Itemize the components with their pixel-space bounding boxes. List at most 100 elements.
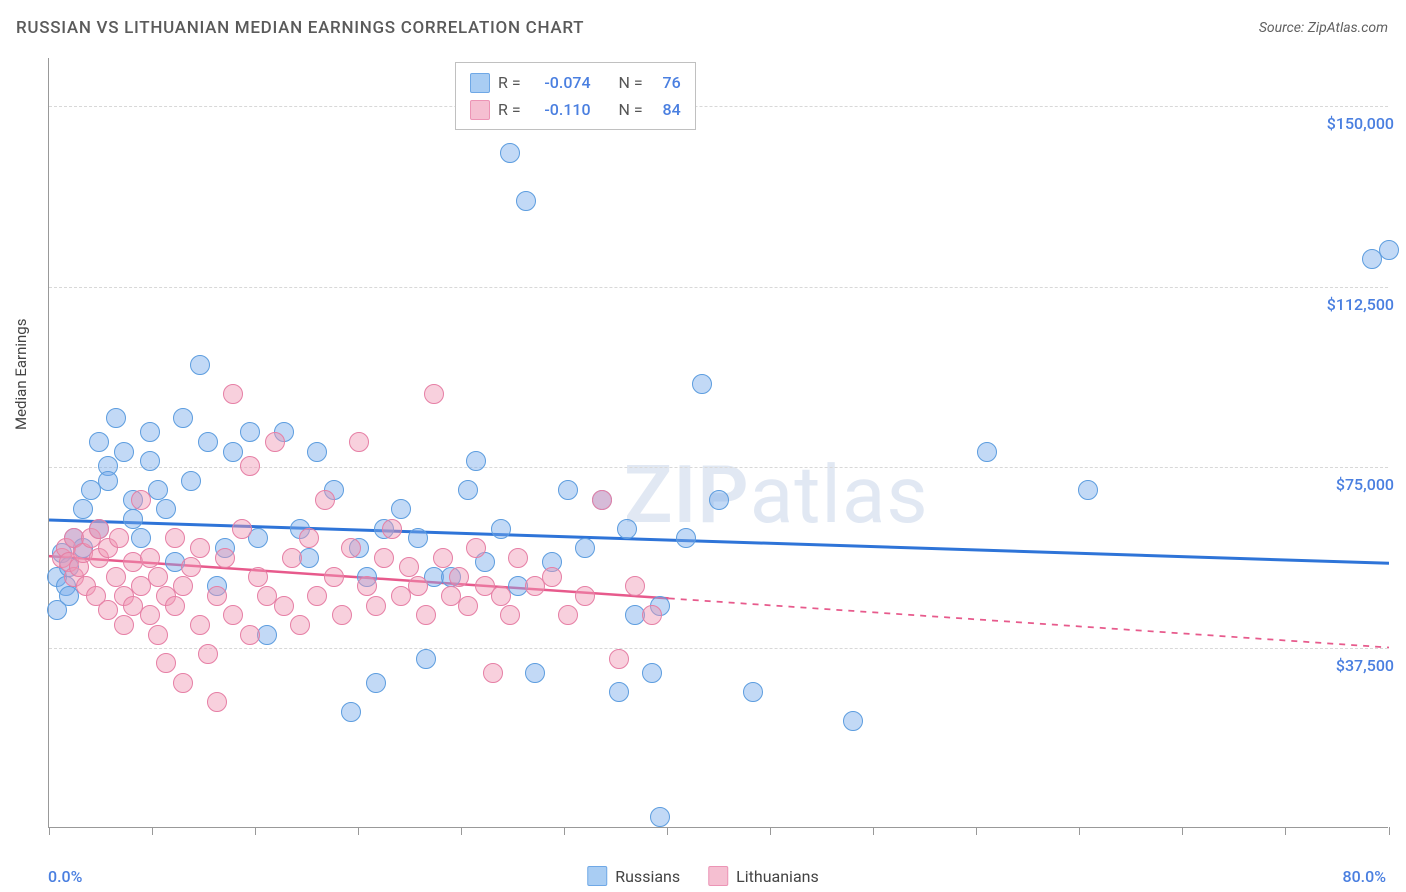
- data-point: [190, 615, 210, 635]
- data-point: [223, 442, 243, 462]
- data-point: [140, 548, 160, 568]
- data-point: [240, 456, 260, 476]
- data-point: [491, 519, 511, 539]
- data-point: [558, 480, 578, 500]
- legend-series-name: Lithuanians: [736, 867, 819, 886]
- data-point: [198, 432, 218, 452]
- data-point: [98, 471, 118, 491]
- data-point: [408, 528, 428, 548]
- data-point: [424, 384, 444, 404]
- y-tick-label: $112,500: [1327, 295, 1394, 314]
- data-point: [123, 509, 143, 529]
- x-tick: [1389, 827, 1390, 835]
- data-point: [140, 451, 160, 471]
- data-point: [307, 586, 327, 606]
- y-tick-label: $75,000: [1336, 475, 1394, 494]
- data-point: [1379, 240, 1399, 260]
- data-point: [366, 596, 386, 616]
- legend-swatch: [470, 73, 490, 93]
- x-axis-max-label: 80.0%: [1342, 867, 1386, 886]
- data-point: [416, 605, 436, 625]
- data-point: [148, 625, 168, 645]
- x-tick: [667, 827, 668, 835]
- data-point: [315, 490, 335, 510]
- data-point: [109, 528, 129, 548]
- x-tick: [873, 827, 874, 835]
- data-point: [558, 605, 578, 625]
- y-tick-label: $150,000: [1327, 114, 1394, 133]
- data-point: [140, 605, 160, 625]
- legend-series-item: Lithuanians: [708, 866, 819, 886]
- data-point: [399, 557, 419, 577]
- legend-r-value: -0.110: [529, 96, 591, 123]
- data-point: [483, 663, 503, 683]
- legend-correlation: R = -0.074 N = 76R = -0.110 N = 84: [455, 62, 696, 130]
- data-point: [449, 567, 469, 587]
- data-point: [609, 649, 629, 669]
- data-point: [156, 653, 176, 673]
- data-point: [382, 519, 402, 539]
- grid-line: [49, 106, 1388, 107]
- legend-series-item: Russians: [587, 866, 680, 886]
- data-point: [408, 576, 428, 596]
- data-point: [642, 605, 662, 625]
- data-point: [190, 355, 210, 375]
- x-tick: [564, 827, 565, 835]
- data-point: [341, 538, 361, 558]
- legend-n-value: 84: [651, 96, 681, 123]
- legend-series: Russians Lithuanians: [587, 866, 819, 886]
- data-point: [843, 711, 863, 731]
- data-point: [516, 191, 536, 211]
- data-point: [307, 442, 327, 462]
- data-point: [223, 384, 243, 404]
- data-point: [181, 557, 201, 577]
- data-point: [617, 519, 637, 539]
- data-point: [525, 663, 545, 683]
- data-point: [131, 490, 151, 510]
- data-point: [299, 528, 319, 548]
- legend-swatch: [470, 100, 490, 120]
- data-point: [508, 548, 528, 568]
- data-point: [466, 451, 486, 471]
- legend-correlation-row: R = -0.074 N = 76: [470, 69, 681, 96]
- x-tick: [358, 827, 359, 835]
- data-point: [349, 432, 369, 452]
- data-point: [114, 615, 134, 635]
- data-point: [282, 548, 302, 568]
- y-axis-label: Median Earnings: [12, 319, 30, 430]
- watermark-rest: atlas: [750, 448, 929, 542]
- data-point: [274, 596, 294, 616]
- grid-line: [49, 648, 1388, 649]
- data-point: [73, 499, 93, 519]
- data-point: [131, 528, 151, 548]
- x-axis-min-label: 0.0%: [48, 867, 82, 886]
- legend-r-label: R =: [498, 96, 521, 123]
- data-point: [391, 499, 411, 519]
- data-point: [676, 528, 696, 548]
- x-tick: [1182, 827, 1183, 835]
- data-point: [148, 567, 168, 587]
- legend-r-value: -0.074: [529, 69, 591, 96]
- data-point: [173, 673, 193, 693]
- data-point: [248, 528, 268, 548]
- data-point: [190, 538, 210, 558]
- x-tick: [461, 827, 462, 835]
- data-point: [366, 673, 386, 693]
- source-attribution: Source: ZipAtlas.com: [1259, 20, 1388, 36]
- legend-swatch: [708, 866, 728, 886]
- data-point: [500, 143, 520, 163]
- data-point: [89, 432, 109, 452]
- legend-n-label: N =: [619, 69, 643, 96]
- data-point: [542, 567, 562, 587]
- data-point: [140, 422, 160, 442]
- data-point: [173, 408, 193, 428]
- x-tick: [976, 827, 977, 835]
- data-point: [98, 600, 118, 620]
- x-tick: [770, 827, 771, 835]
- watermark: ZIPatlas: [624, 448, 929, 542]
- x-tick: [1079, 827, 1080, 835]
- data-point: [181, 471, 201, 491]
- data-point: [106, 408, 126, 428]
- legend-swatch: [587, 866, 607, 886]
- data-point: [341, 702, 361, 722]
